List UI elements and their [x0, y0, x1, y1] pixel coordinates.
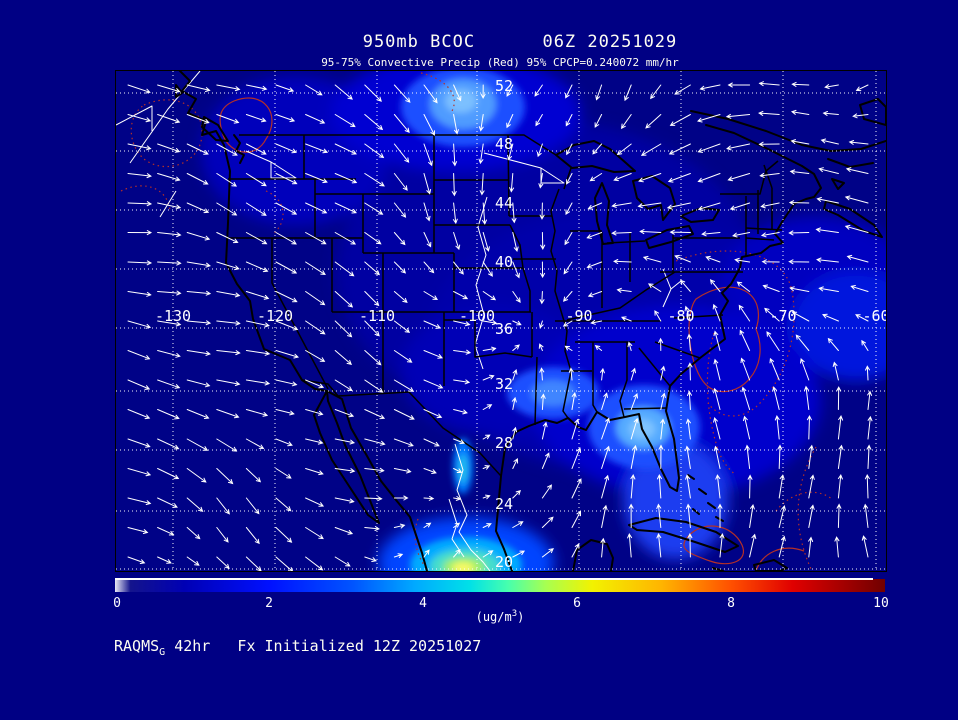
coastlines — [175, 68, 887, 572]
lon-label: -120 — [257, 307, 293, 325]
graticule-labels: 52 48 44 40 36 32 28 24 20 -130 -120 -110 -100 -90 -80… — [155, 77, 890, 571]
lat-label: 24 — [495, 495, 513, 513]
colorbar-tick-label: 0 — [113, 596, 121, 611]
lon-label: -80 — [667, 307, 694, 325]
lat-label: 48 — [495, 135, 513, 153]
colorbar-unit-label: (ug/m3) — [475, 609, 525, 624]
unit-exponent: 3 — [511, 609, 518, 619]
graticule — [116, 71, 886, 571]
colorbar-top-line — [115, 578, 873, 580]
wind-vector-arrows — [127, 81, 873, 573]
lon-label: -110 — [359, 307, 395, 325]
colorbar-gradient — [115, 579, 885, 592]
colorbar-tick-label: 2 — [265, 596, 273, 611]
model-name-subscript: G — [159, 647, 166, 658]
white-contours — [115, 70, 682, 572]
lon-label: -60 — [862, 307, 886, 325]
lat-label: 20 — [495, 553, 513, 571]
model-run-label: RAQMSG 42hr Fx Initialized 12Z 20251027 — [114, 637, 481, 658]
map-panel: 52 48 44 40 36 32 28 24 20 -130 -120 -110 -100 -90 -80… — [115, 55, 921, 609]
model-name: RAQMS — [114, 637, 160, 655]
lat-label: 28 — [495, 434, 513, 452]
colorbar-tick-label: 6 — [573, 596, 581, 611]
lat-label: 40 — [495, 253, 513, 271]
lat-label: 32 — [495, 375, 513, 393]
lat-label: 36 — [495, 320, 513, 338]
precip-contours-75 — [120, 72, 833, 572]
lat-label: 44 — [495, 194, 513, 212]
model-run-details: 42hr Fx Initialized 12Z 20251027 — [165, 637, 482, 655]
colorbar-tick-label: 10 — [873, 596, 889, 611]
lat-label: 52 — [495, 77, 513, 95]
lon-label: -70 — [769, 307, 796, 325]
lon-label: -130 — [155, 307, 191, 325]
lon-label: -100 — [459, 307, 495, 325]
colorbar-tick-label: 8 — [727, 596, 735, 611]
page-title: 950mb BCOC 06Z 20251029 — [362, 32, 678, 52]
plot-subtitle: 95-75% Convective Precip (Red) 95% CPCP=… — [321, 56, 679, 69]
lon-label: -90 — [565, 307, 592, 325]
state-borders — [228, 134, 783, 477]
colorbar — [115, 578, 885, 592]
colorbar-tick-label: 4 — [419, 596, 427, 611]
precip-contours-95 — [219, 97, 805, 572]
